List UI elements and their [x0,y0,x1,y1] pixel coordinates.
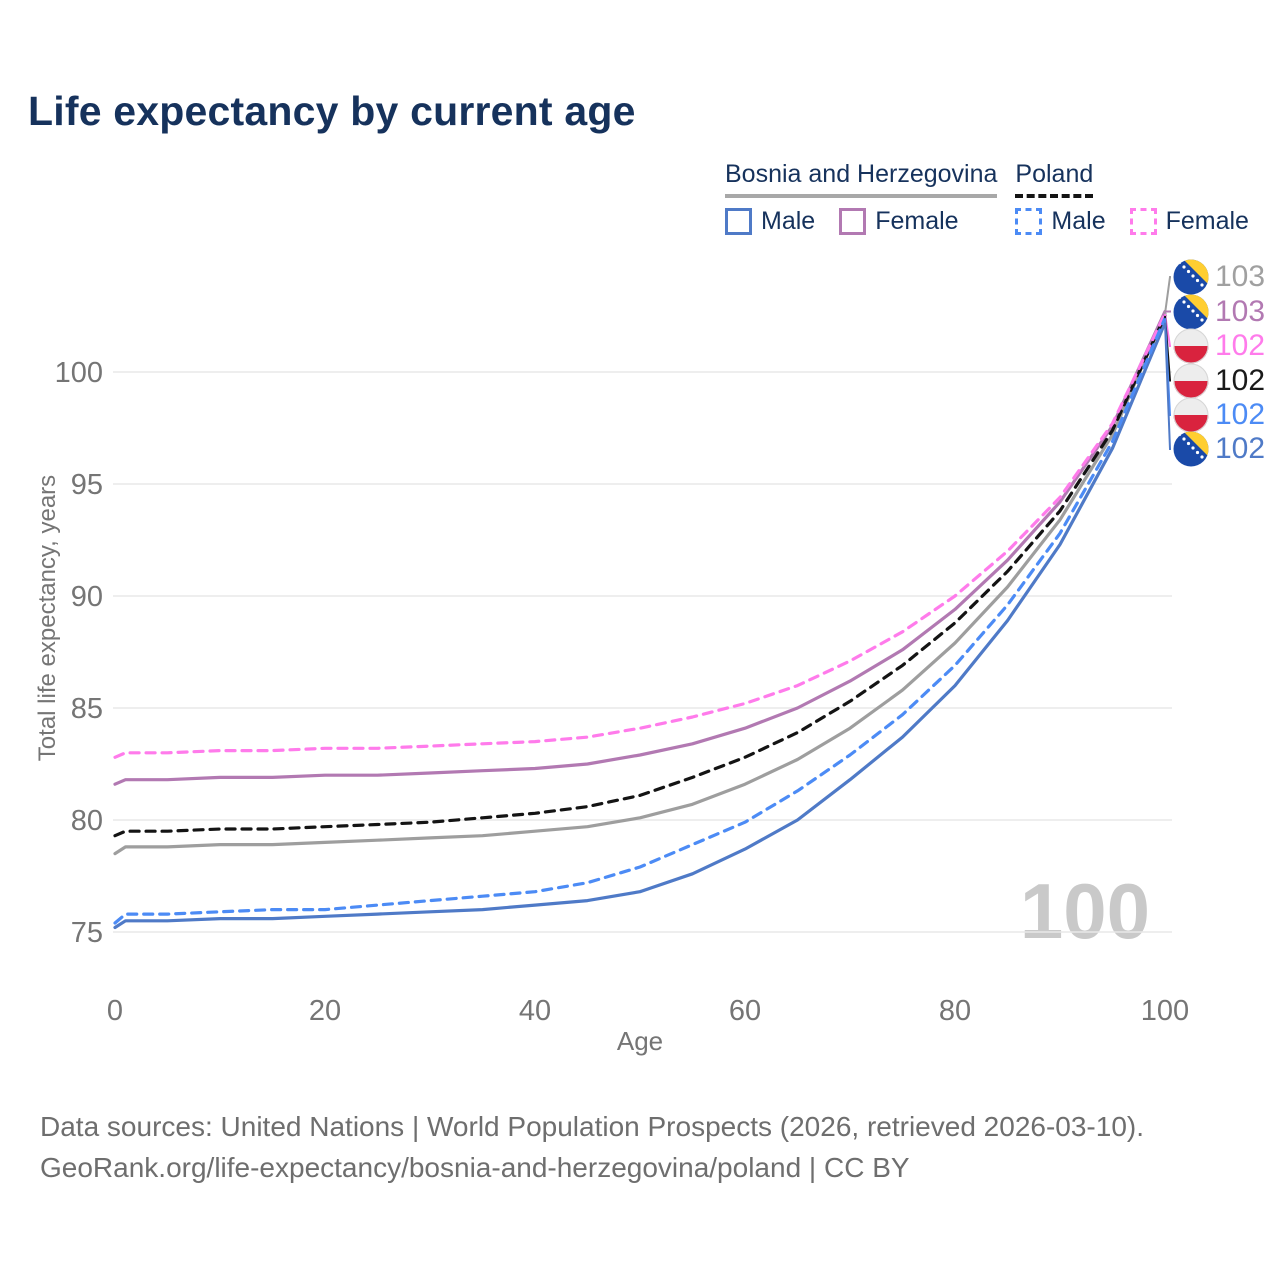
age-watermark: 100 [1019,867,1150,955]
y-tick-label: 75 [71,917,103,949]
legend-group-bosnia-and-herzegovina: Bosnia and Herzegovina Male Female [725,160,998,236]
footer: Data sources: United Nations | World Pop… [40,1106,1144,1188]
x-tick-label: 20 [309,995,341,1027]
end-label-connector [1164,322,1171,450]
page-title: Life expectancy by current age [28,88,636,134]
y-tick-label: 80 [71,805,103,837]
legend-item-poland-female[interactable]: Female [1129,207,1249,236]
end-label-connector [1164,313,1171,347]
attribution-line: GeoRank.org/life-expectancy/bosnia-and-h… [40,1152,910,1183]
x-tick-label: 40 [519,995,551,1027]
y-tick-label: 95 [71,469,103,501]
poland-male-swatch-icon [1015,208,1043,235]
legend-item-label: Male [1051,207,1106,235]
series-line-bosnia-female[interactable] [113,309,1167,786]
chart-legend: Bosnia and Herzegovina Male Female Polan… [725,160,1273,236]
legend-country-bosnia-and-herzegovina[interactable]: Bosnia and Herzegovina [725,160,998,198]
x-axis-title: Age [616,1026,664,1056]
x-tick-label: 60 [729,995,761,1027]
end-label-connector [1164,276,1171,314]
data-sources-line: Data sources: United Nations | World Pop… [40,1111,1145,1142]
y-tick-label: 90 [71,581,103,613]
legend-item-poland-male[interactable]: Male [1015,207,1106,236]
legend-country-poland[interactable]: Poland [1015,160,1094,198]
bosnia-female-swatch-icon [839,208,867,235]
bosnia-male-swatch-icon [725,208,752,235]
series-line-poland-total[interactable] [113,314,1167,838]
series-line-poland-male[interactable] [113,316,1167,925]
x-tick-label: 100 [1141,995,1189,1027]
legend-item-label: Male [761,207,816,235]
series-line-bosnia-total[interactable] [113,312,1167,856]
legend-group-poland: Poland Male Female [1015,160,1273,236]
series-line-bosnia-male[interactable] [113,321,1167,930]
legend-item-label: Female [1165,207,1249,235]
y-axis-title: Total life expectancy, years [34,474,61,762]
y-tick-label: 100 [55,357,103,389]
x-tick-label: 0 [107,995,123,1027]
legend-item-label: Female [875,207,959,235]
y-tick-label: 85 [71,693,103,725]
series-line-poland-female[interactable] [113,312,1167,759]
legend-item-bosnia-female[interactable]: Female [839,207,959,236]
x-tick-label: 80 [939,995,971,1027]
poland-female-swatch-icon [1129,208,1157,235]
legend-item-bosnia-male[interactable]: Male [725,207,815,236]
